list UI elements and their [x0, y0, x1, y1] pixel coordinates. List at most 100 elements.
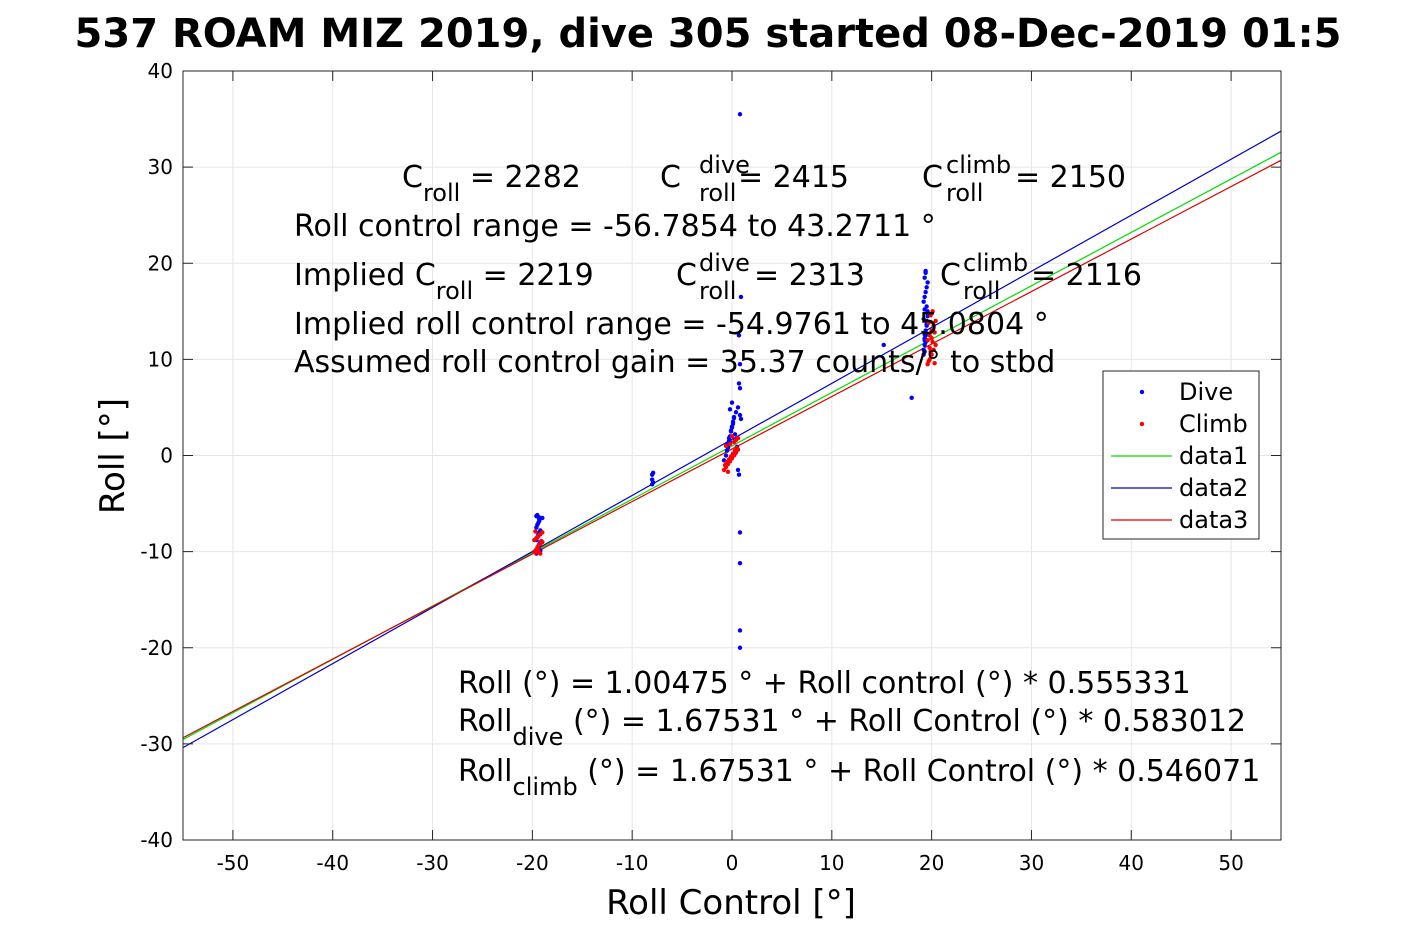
x-axis-label: Roll Control [°]	[606, 883, 856, 923]
svg-text:C: C	[940, 258, 961, 293]
scatter-points	[532, 112, 938, 650]
point-dive	[650, 470, 656, 476]
point-climb	[930, 339, 935, 345]
point-climb	[537, 542, 542, 548]
point-climb	[735, 435, 741, 441]
point-dive	[922, 294, 927, 300]
y-tick-label: 20	[148, 251, 173, 275]
svg-text:dive: dive	[699, 249, 750, 277]
point-dive	[737, 386, 743, 391]
x-tick-label: -10	[616, 851, 649, 875]
svg-text:= 2116: = 2116	[1031, 258, 1142, 293]
point-climb	[533, 529, 538, 534]
point-dive	[736, 381, 742, 386]
annotations: Croll = 2282 C dive roll = 2415 C climb …	[294, 151, 1260, 801]
svg-text:= 2313: = 2313	[754, 258, 865, 293]
x-tick-label: 40	[1119, 851, 1144, 875]
point-dive	[723, 453, 729, 458]
point-climb	[929, 336, 934, 341]
point-dive	[731, 415, 737, 421]
annotation-fit-all: Roll (°) = 1.00475 ° + Roll control (°) …	[458, 666, 1191, 701]
x-tick-label: 0	[726, 851, 739, 875]
point-dive	[730, 421, 736, 426]
point-dive	[922, 275, 927, 280]
point-dive	[733, 410, 739, 415]
chart-title: 537 ROAM MIZ 2019, dive 305 started 08-D…	[75, 11, 1342, 57]
point-climb	[725, 469, 731, 475]
y-tick-label: -30	[140, 732, 173, 756]
point-dive	[922, 332, 927, 337]
series-line-data2	[182, 130, 1282, 749]
annotation-fit-climb: Rollclimb (°) = 1.67531 ° + Roll Control…	[458, 754, 1260, 801]
annotation-implied-c-roll-dive: C dive roll = 2313	[676, 249, 865, 305]
legend-label-data1: data1	[1179, 442, 1248, 470]
svg-text:climb: climb	[946, 151, 1011, 179]
svg-text:roll: roll	[699, 179, 736, 207]
legend-label-dive: Dive	[1179, 378, 1233, 406]
y-tick-label: 30	[148, 155, 173, 179]
y-axis-label: Roll [°]	[93, 398, 133, 514]
fit-lines	[182, 130, 1282, 749]
series-line-data3	[182, 159, 1282, 739]
point-dive	[923, 268, 928, 274]
x-tick-label: -40	[316, 851, 349, 875]
point-climb	[727, 441, 733, 447]
annotation-fit-dive: Rolldive (°) = 1.67531 ° + Roll Control …	[458, 704, 1246, 751]
svg-text:= 2415: = 2415	[738, 160, 849, 195]
annotation-c-roll: Croll = 2282	[402, 160, 581, 207]
point-dive	[737, 560, 743, 566]
point-climb	[729, 434, 735, 439]
point-dive	[923, 289, 928, 295]
point-dive	[737, 530, 743, 535]
svg-text:climb: climb	[963, 249, 1028, 277]
svg-text:dive: dive	[699, 151, 750, 179]
annotation-implied-roll-control-range: Implied roll control range = -54.9761 to…	[294, 307, 1049, 342]
svg-text:= 2150: = 2150	[1015, 160, 1126, 195]
axis-ticks: -50 -40 -30 -20 -10 0 10 20 30 40 50 -40 -30 -20 -10 0 1…	[140, 59, 1281, 875]
point-dive	[729, 425, 735, 430]
point-dive	[735, 405, 741, 410]
x-tick-label: 30	[1019, 851, 1044, 875]
point-dive	[925, 280, 930, 285]
annotation-c-roll-dive: C dive roll = 2415	[660, 151, 849, 207]
point-dive	[738, 294, 744, 300]
point-climb	[928, 349, 933, 354]
y-tick-label: -20	[140, 636, 173, 660]
svg-text:C: C	[660, 160, 681, 195]
svg-text:roll: roll	[963, 277, 1000, 305]
point-dive	[924, 285, 929, 290]
svg-text:C: C	[922, 160, 943, 195]
legend-marker-dive	[1139, 389, 1145, 395]
x-tick-label: -20	[516, 851, 549, 875]
point-climb	[539, 538, 544, 544]
x-tick-label: 20	[919, 851, 944, 875]
point-dive	[881, 342, 886, 348]
point-climb	[734, 445, 740, 451]
point-climb	[540, 530, 545, 535]
point-climb	[933, 318, 938, 324]
svg-text:roll: roll	[699, 277, 736, 305]
annotation-roll-control-range: Roll control range = -56.7854 to 43.2711…	[294, 209, 936, 244]
y-tick-label: 40	[148, 59, 173, 83]
point-climb	[930, 309, 935, 314]
x-tick-label: -30	[416, 851, 449, 875]
y-tick-label: 10	[148, 347, 173, 371]
point-dive	[650, 480, 656, 485]
point-climb	[926, 359, 931, 364]
point-dive	[727, 407, 733, 412]
point-dive	[737, 361, 743, 367]
point-climb	[927, 345, 932, 351]
point-climb	[931, 323, 936, 328]
point-dive	[737, 628, 743, 633]
point-dive	[736, 333, 742, 338]
point-dive	[737, 412, 743, 418]
legend-label-climb: Climb	[1179, 410, 1248, 438]
point-dive	[922, 349, 927, 354]
x-tick-label: 50	[1218, 851, 1243, 875]
point-climb	[928, 312, 933, 318]
point-climb	[933, 342, 938, 348]
point-dive	[921, 316, 926, 322]
legend-label-data3: data3	[1179, 506, 1248, 534]
point-dive	[922, 307, 927, 312]
